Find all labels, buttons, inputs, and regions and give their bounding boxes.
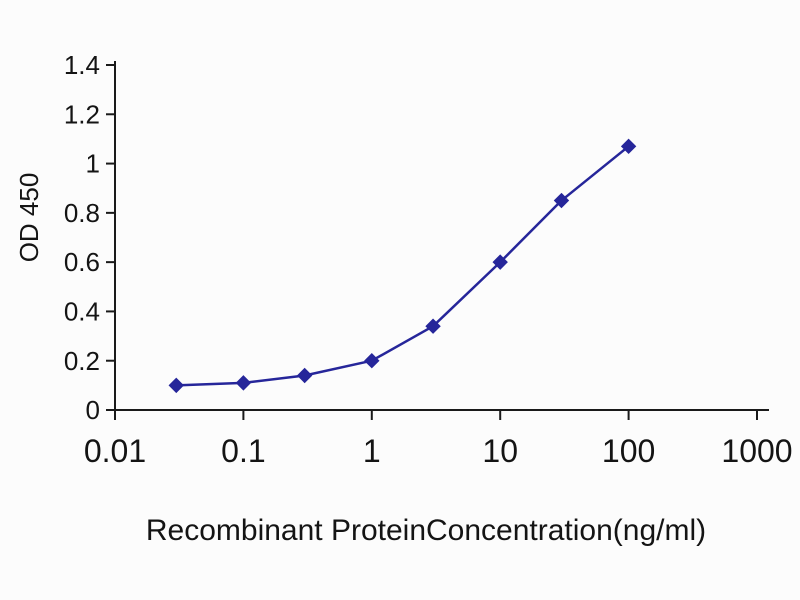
y-tick-label: 0.2 [64, 346, 100, 376]
data-point-marker [620, 138, 637, 155]
data-point-marker [296, 367, 313, 384]
y-tick-label: 0.8 [64, 198, 100, 228]
data-point-marker [425, 318, 441, 334]
data-point-marker [235, 375, 252, 391]
data-point-marker [553, 192, 570, 209]
y-axis-title: OD 450 [14, 173, 44, 263]
x-tick-label: 10 [482, 433, 518, 469]
y-tick-label: 0 [86, 395, 100, 425]
x-tick-label: 100 [602, 433, 655, 469]
x-tick-label: 1 [363, 433, 381, 469]
y-tick-label: 1.2 [64, 99, 100, 129]
x-axis-title: Recombinant ProteinConcentration(ng/ml) [146, 514, 706, 547]
y-tick-label: 1 [86, 149, 100, 179]
data-point-marker [492, 254, 508, 270]
x-tick-label: 1000 [721, 433, 792, 469]
y-tick-label: 0.4 [64, 297, 100, 327]
series-line [175, 145, 630, 387]
y-tick-label: 1.4 [64, 50, 100, 80]
x-tick-label: 0.1 [221, 433, 265, 469]
x-tick-label: 0.01 [84, 433, 146, 469]
y-tick-label: 0.6 [64, 247, 100, 277]
data-point-marker [364, 353, 380, 369]
data-point-marker [168, 377, 184, 394]
